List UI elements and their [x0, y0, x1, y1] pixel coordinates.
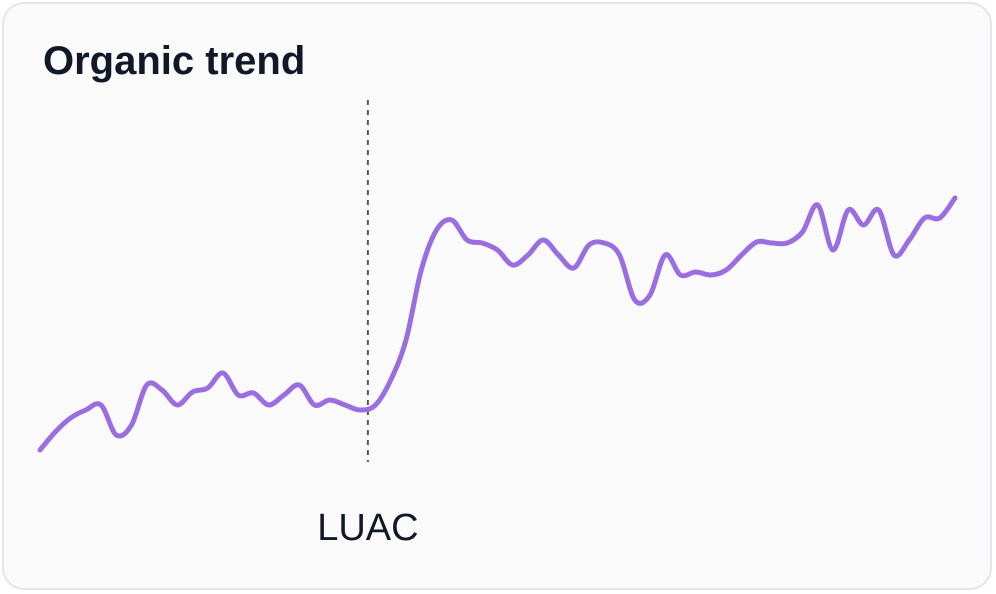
event-label: LUAC — [317, 507, 418, 549]
chart-title: Organic trend — [43, 39, 305, 83]
trend-line — [37, 195, 958, 453]
